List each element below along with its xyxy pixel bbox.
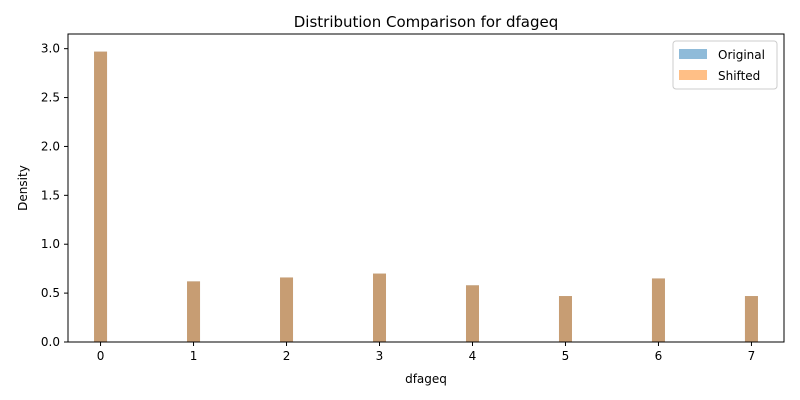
bar-shifted-2 — [280, 277, 294, 342]
y-tick-label: 3.0 — [41, 42, 60, 56]
x-tick-label: 4 — [469, 349, 477, 363]
bar-shifted-7 — [744, 296, 758, 342]
x-tick-label: 2 — [283, 349, 291, 363]
bar-shifted-6 — [651, 278, 665, 342]
bar-shifted-0 — [94, 51, 108, 342]
y-tick-label: 1.5 — [41, 188, 60, 202]
y-axis-ticks: 0.0 0.5 1.0 1.5 2.0 2.5 3.0 — [41, 42, 68, 349]
legend-label-shifted: Shifted — [718, 69, 760, 83]
bar-shifted-3 — [373, 273, 387, 342]
chart-title: Distribution Comparison for dfageq — [294, 13, 559, 31]
bars-group — [94, 51, 758, 342]
y-axis-label: Density — [16, 165, 30, 211]
legend: Original Shifted — [672, 40, 778, 90]
x-tick-label: 3 — [376, 349, 384, 363]
legend-swatch-shifted — [679, 70, 707, 80]
y-tick-label: 0.0 — [41, 335, 60, 349]
bar-shifted-5 — [558, 296, 572, 342]
x-tick-label: 7 — [748, 349, 756, 363]
axes-frame — [67, 33, 785, 343]
legend-swatch-original — [679, 49, 707, 59]
x-tick-label: 6 — [655, 349, 663, 363]
y-tick-label: 2.5 — [41, 91, 60, 105]
bar-shifted-4 — [465, 285, 479, 342]
x-tick-label: 1 — [190, 349, 198, 363]
y-tick-label: 1.0 — [41, 237, 60, 251]
legend-label-original: Original — [718, 48, 765, 62]
x-tick-label: 0 — [97, 349, 105, 363]
x-tick-label: 5 — [562, 349, 570, 363]
bar-shifted-1 — [187, 281, 201, 342]
y-tick-label: 2.0 — [41, 139, 60, 153]
x-axis-label: dfageq — [405, 372, 447, 386]
y-tick-label: 0.5 — [41, 286, 60, 300]
x-axis-ticks: 0 1 2 3 4 5 6 7 — [97, 342, 756, 363]
